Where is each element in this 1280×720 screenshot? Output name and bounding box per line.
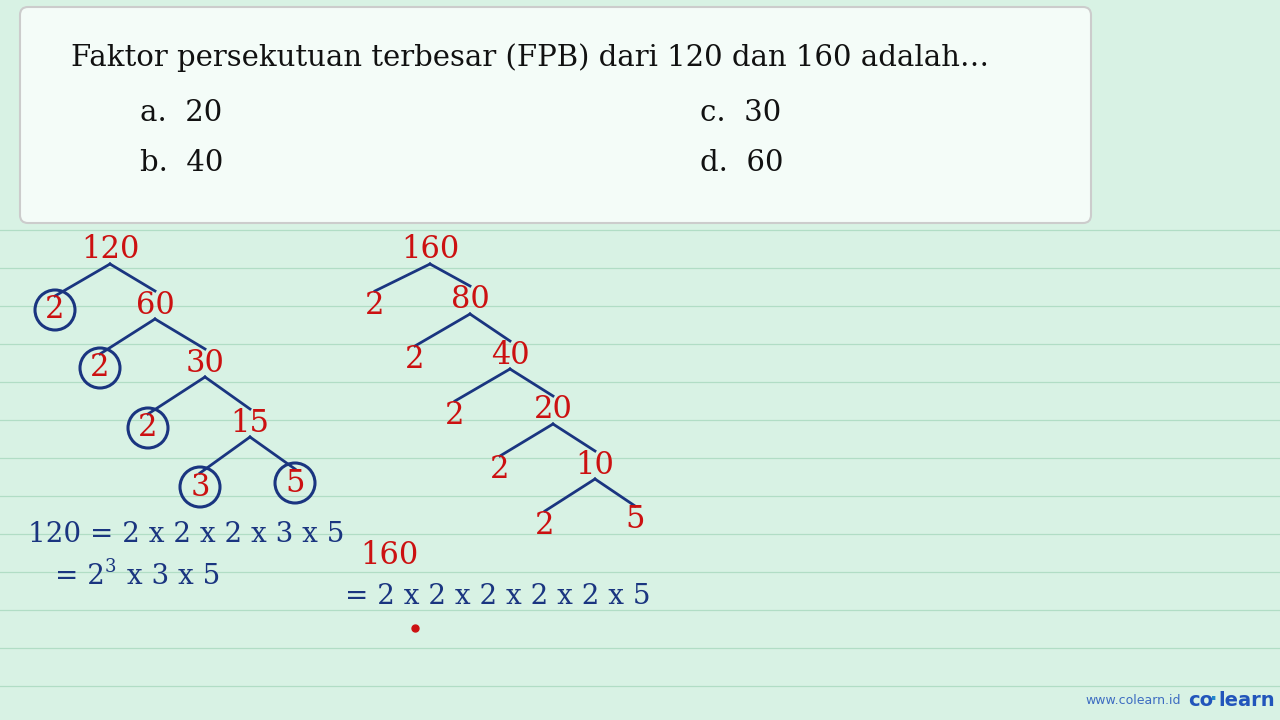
Text: co: co <box>1188 690 1213 709</box>
Text: 160: 160 <box>360 539 419 570</box>
Text: 40: 40 <box>490 340 530 371</box>
Text: 2: 2 <box>138 413 157 444</box>
Text: 30: 30 <box>186 348 224 379</box>
Text: 80: 80 <box>451 284 489 315</box>
Text: 2: 2 <box>365 289 385 320</box>
Text: 5: 5 <box>285 467 305 498</box>
Text: 20: 20 <box>534 395 572 426</box>
Text: 120 = 2 x 2 x 2 x 3 x 5: 120 = 2 x 2 x 2 x 3 x 5 <box>28 521 344 549</box>
Text: www.colearn.id: www.colearn.id <box>1085 693 1180 706</box>
Text: 5: 5 <box>625 505 645 536</box>
Text: 2: 2 <box>406 344 425 376</box>
Text: x 3 x 5: x 3 x 5 <box>118 564 220 590</box>
Text: 3: 3 <box>191 472 210 503</box>
Text: b.  40: b. 40 <box>140 149 224 177</box>
Text: = 2 x 2 x 2 x 2 x 2 x 5: = 2 x 2 x 2 x 2 x 2 x 5 <box>346 583 650 611</box>
Text: 160: 160 <box>401 235 460 266</box>
Text: 2: 2 <box>490 454 509 485</box>
Text: d.  60: d. 60 <box>700 149 783 177</box>
Text: 2: 2 <box>445 400 465 431</box>
Text: 15: 15 <box>230 408 270 438</box>
Text: 60: 60 <box>136 289 174 320</box>
Text: c.  30: c. 30 <box>700 99 781 127</box>
Text: 10: 10 <box>576 449 614 480</box>
Text: 120: 120 <box>81 235 140 266</box>
FancyBboxPatch shape <box>20 7 1091 223</box>
Text: 2: 2 <box>45 294 65 325</box>
Text: ·: · <box>1210 690 1217 709</box>
Text: 2: 2 <box>535 510 554 541</box>
Text: 3: 3 <box>105 558 116 576</box>
Text: 2: 2 <box>91 353 110 384</box>
Text: learn: learn <box>1219 690 1275 709</box>
Text: Faktor persekutuan terbesar (FPB) dari 120 dan 160 adalah…: Faktor persekutuan terbesar (FPB) dari 1… <box>70 44 989 73</box>
Text: a.  20: a. 20 <box>140 99 223 127</box>
Text: = 2: = 2 <box>55 564 105 590</box>
